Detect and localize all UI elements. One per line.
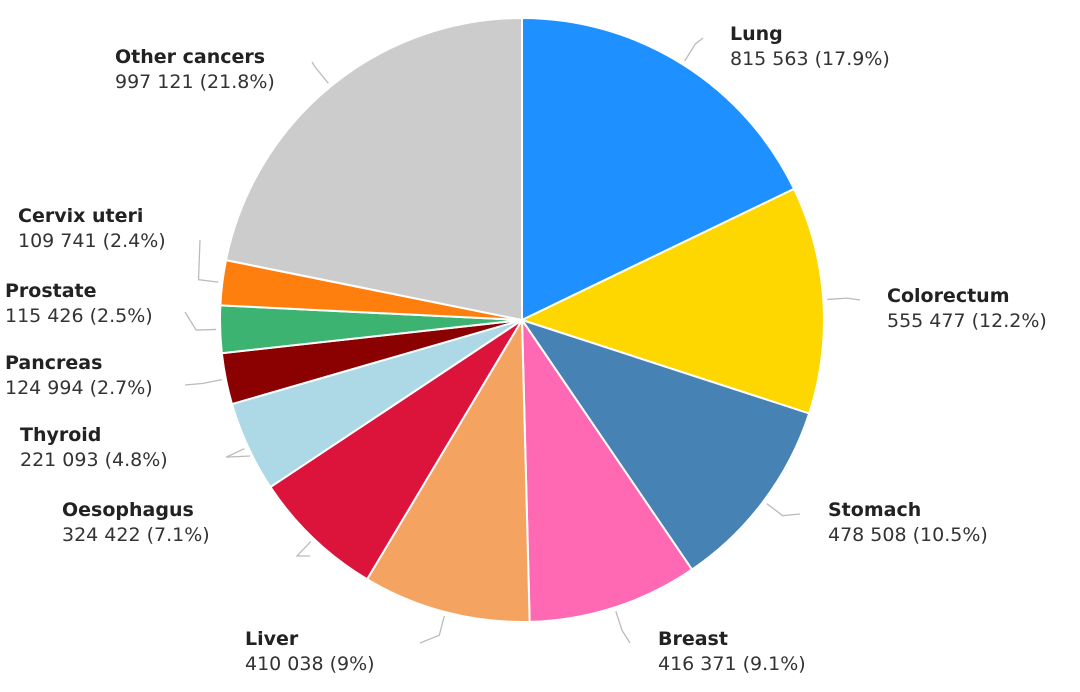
slice-label: Cervix uteri [18,205,143,227]
slice-label: Stomach [828,499,921,521]
value-label: 410 038 (9%) [245,653,375,675]
leader-line [311,61,329,84]
slice-label: Prostate [5,280,97,302]
leader-line [615,611,631,644]
slice-label: Oesophagus [62,499,194,521]
leader-line [766,503,801,517]
leader-line [684,37,704,62]
slice-label: Breast [658,628,728,650]
value-label: 124 994 (2.7%) [5,377,153,399]
slice-label: Colorectum [887,285,1010,307]
value-label: 416 371 (9.1%) [658,653,806,675]
pie-slice [269,319,523,581]
leader-line [225,448,251,458]
pie-slice [519,318,811,571]
value-label: 478 508 (10.5%) [828,524,988,546]
leader-line [184,378,222,386]
leader-line [295,541,312,557]
slice-label: Other cancers [115,46,265,68]
value-label: 115 426 (2.5%) [5,305,153,327]
slice-label: Lung [730,23,783,45]
leader-line [184,311,217,331]
pie-slice [365,316,531,623]
slice-label: Pancreas [5,352,102,374]
leader-line [419,615,445,644]
pie-slice [521,16,796,322]
leader-line [827,297,861,301]
slice-label: Liver [245,628,299,650]
pie-slice [519,187,825,415]
value-label: 555 477 (12.2%) [887,310,1047,332]
value-label: 997 121 (21.8%) [115,71,275,93]
pie-slice [224,16,523,322]
pie-slice [520,316,694,623]
value-label: 109 741 (2.4%) [18,230,166,252]
value-label: 324 422 (7.1%) [62,524,210,546]
value-label: 815 563 (17.9%) [730,48,890,70]
value-label: 221 093 (4.8%) [20,449,168,471]
slice-label: Thyroid [20,424,101,446]
leader-line [197,239,219,283]
